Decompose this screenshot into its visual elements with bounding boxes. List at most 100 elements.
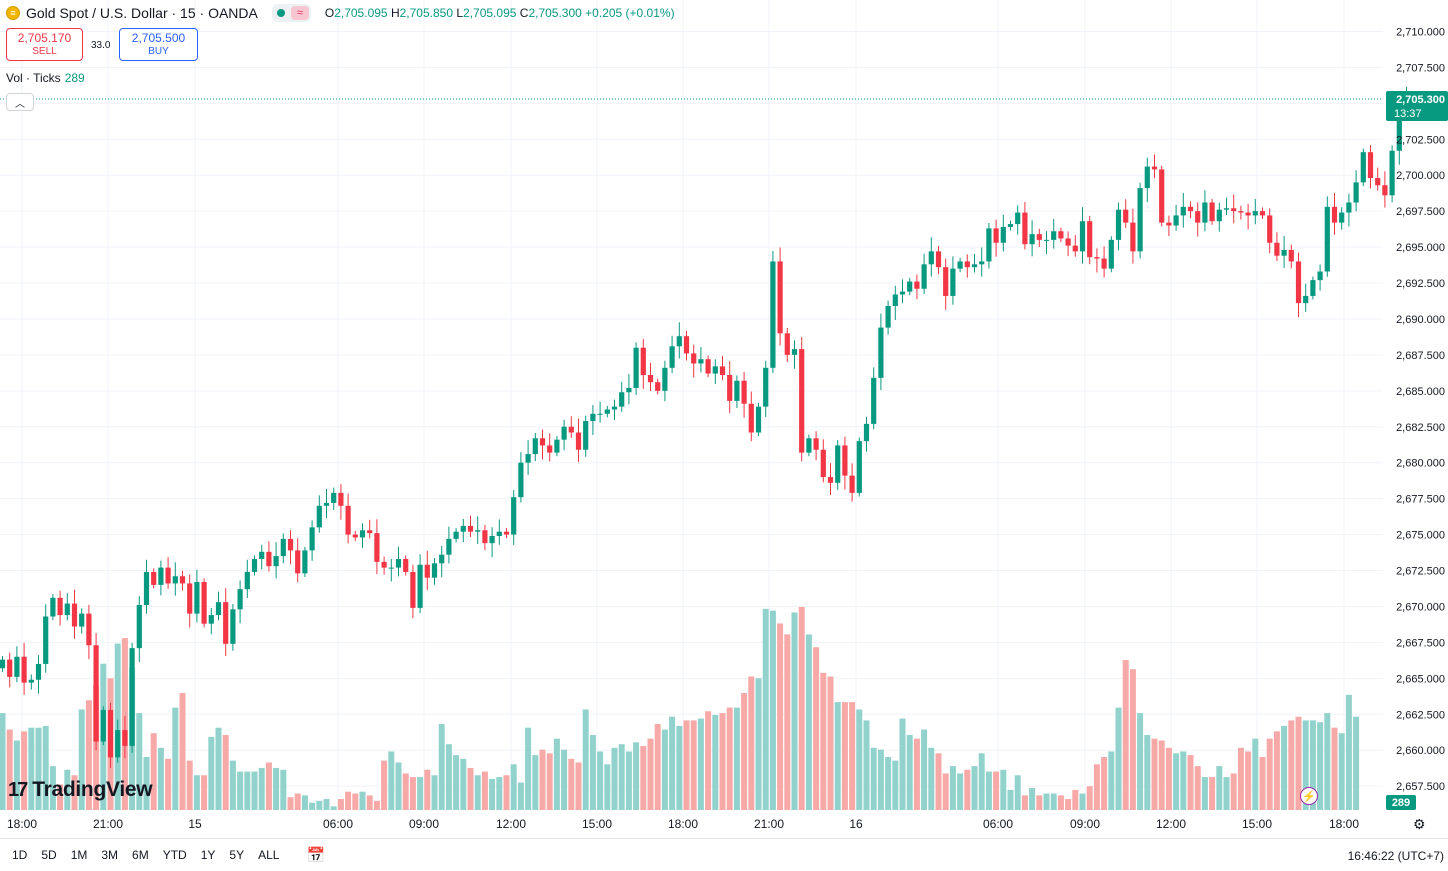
volume-bar [474,775,481,810]
candle-body [57,597,63,616]
volume-bar [1021,795,1028,810]
volume-bar [1317,722,1324,810]
go-to-date-calendar-icon[interactable]: 📅 [306,847,326,864]
data-delay-icon[interactable]: ≈ [290,6,309,20]
candle-body [878,327,884,378]
time-tick-label: 18:00 [7,817,37,831]
volume-bar [755,678,762,810]
volume-bar [186,760,193,810]
low-value: 2,705.095 [463,6,517,20]
candle-body [1375,178,1381,186]
last-volume-tag [1386,795,1416,810]
lightning-icon[interactable]: ⚡ [1300,787,1318,805]
candle-body [755,406,762,433]
candle-body [151,571,157,585]
candle-body [1108,239,1114,269]
range-1y[interactable]: 1Y [200,848,216,862]
volume-bar [1108,751,1115,810]
candle-body [1130,222,1136,252]
buy-button[interactable]: 2,705.500 BUY [119,28,198,61]
volume-bar [287,797,294,810]
sell-price: 2,705.170 [17,30,72,45]
price-axis[interactable]: 2,710.0002,707.5002,705.0002,702.5002,70… [1386,26,1448,810]
candle-body [1339,212,1345,223]
time-tick-label: 09:00 [409,817,439,831]
candle-body [1065,238,1071,246]
market-open-dot-icon [274,6,288,20]
candle-body [1137,188,1143,252]
candle-body [287,538,294,551]
collapse-legend-button[interactable]: ︿ [6,93,34,111]
volume-legend[interactable]: Vol · Ticks 289 [6,71,85,85]
change-value: +0.205 (+0.01%) [585,6,675,20]
volume-bar [28,727,35,810]
range-3m[interactable]: 3M [101,848,119,862]
sell-button[interactable]: 2,705.170 SELL [6,28,83,61]
chevron-up-icon: ︿ [15,98,25,110]
price-tick-label: 2,702.500 [1396,134,1445,146]
candle-body [489,536,495,544]
candle-body [1346,202,1352,213]
range-5d[interactable]: 5D [41,848,57,862]
buy-price: 2,705.500 [131,30,186,45]
clock-timezone[interactable]: 16:46:22 (UTC+7) [1347,849,1444,863]
volume-bar [885,756,892,810]
candle-body [727,375,733,401]
candle-body [1223,208,1230,210]
volume-bar [1079,793,1086,810]
volume-bar [251,771,258,810]
range-1d[interactable]: 1D [12,848,28,862]
settings-gear-icon[interactable]: ⚙ [1413,816,1426,832]
candle-body [79,613,85,627]
volume-bar [1230,773,1237,810]
candle-body [215,602,222,616]
range-all[interactable]: ALL [258,848,280,862]
volume-bar [244,771,251,810]
range-ytd[interactable]: YTD [162,848,187,862]
volume-bar [330,806,337,810]
candle-body [763,367,769,407]
candle-body [208,615,214,624]
range-5y[interactable]: 5Y [229,848,245,862]
candle-body [640,347,646,375]
volume-bar [150,733,157,810]
candle-body [1295,261,1302,304]
volume-bar [136,713,143,810]
candle-body [835,445,841,483]
volume-bar [222,735,229,810]
range-1m[interactable]: 1M [70,848,88,862]
volume-bar [1180,751,1187,810]
candle-body [50,597,56,617]
candle-body [446,538,452,555]
range-6m[interactable]: 6M [132,848,149,862]
volume-bar [568,758,575,810]
high-label: H [390,6,400,20]
candle-body [705,359,711,374]
tradingview-logo[interactable]: 17 TradingView [8,778,153,802]
volume-bar [633,742,640,810]
candle-body [547,445,553,453]
volume-bar [208,736,215,810]
price-tick-label: 2,675.000 [1396,530,1445,542]
price-tick-label: 2,662.500 [1396,709,1445,721]
candle-body [273,556,279,567]
volume-bar [359,791,366,810]
candle-body [619,392,625,407]
time-axis[interactable]: 18:00 21:00 15 06:00 09:00 12:00 15:00 18:00 21:… [7,817,1359,831]
symbol-title[interactable]: Gold Spot / U.S. Dollar · 15 · OANDA [26,5,258,21]
candle-body [1173,215,1179,226]
candle-body [0,659,6,669]
time-tick-label: 21:00 [93,817,123,831]
candle-body [1007,224,1014,227]
volume-bar [553,738,560,810]
volume-bar [1137,713,1144,810]
candle-body [1216,209,1222,222]
candle-body [1036,234,1042,240]
market-status-pill[interactable]: ≈ [271,4,311,22]
candle-body [93,645,99,742]
time-tick-label: 06:00 [323,817,353,831]
last-price-tag [1386,91,1448,121]
volume-bar [388,751,395,810]
volume-bar [1259,756,1266,810]
